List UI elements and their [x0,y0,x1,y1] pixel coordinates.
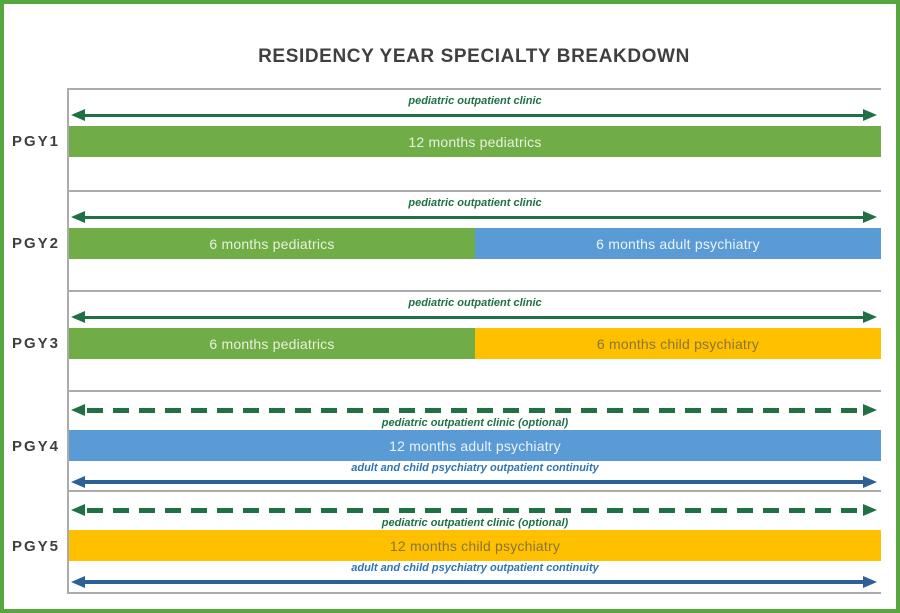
arrow-shaft [85,215,863,219]
row-label-pgy2: PGY2 [12,235,61,252]
pediatric-clinic-optional-arrow [71,504,877,516]
continuity-arrow-label: adult and child psychiatry outpatient co… [351,462,599,474]
bar-track: 12 months adult psychiatry [69,430,881,461]
bar-track: 12 months child psychiatry [69,530,881,561]
row-label-pgy3: PGY3 [12,335,61,352]
left-arrowhead-icon [71,404,85,416]
page-title: RESIDENCY YEAR SPECIALTY BREAKDOWN [258,45,690,67]
clinic-optional-arrow-label: pediatric outpatient clinic (optional) [381,417,569,429]
left-arrowhead-icon [71,476,85,488]
arrow-shaft [85,113,863,117]
bar-pediatrics-6mo: 6 months pediatrics [69,328,475,359]
left-arrowhead-icon [71,311,85,323]
right-arrowhead-icon [863,311,877,323]
left-arrowhead-icon [71,109,85,121]
bar-pediatrics-12mo: 12 months pediatrics [69,126,881,157]
bar-track: 6 months pediatrics 6 months child psych… [69,328,881,359]
clinic-arrow-label: pediatric outpatient clinic [408,197,542,209]
left-arrowhead-icon [71,576,85,588]
bar-adult-psychiatry-6mo: 6 months adult psychiatry [475,228,881,259]
chart-panel: PGY1 pediatric outpatient clinic 12 mont… [12,88,881,594]
arrow-shaft [85,580,863,584]
right-arrowhead-icon [863,109,877,121]
row-pgy3: PGY3 pediatric outpatient clinic 6 month… [12,290,881,390]
continuity-arrow [71,476,877,488]
bar-track: 12 months pediatrics [69,126,881,157]
row-label-pgy4: PGY4 [12,438,61,455]
row-pgy2: PGY2 pediatric outpatient clinic 6 month… [12,190,881,290]
pediatric-clinic-arrow [71,211,877,223]
bar-pediatrics-6mo: 6 months pediatrics [69,228,475,259]
bar-track: 6 months pediatrics 6 months adult psych… [69,228,881,259]
clinic-optional-arrow-label: pediatric outpatient clinic (optional) [381,517,569,529]
right-arrowhead-icon [863,211,877,223]
left-arrowhead-icon [71,211,85,223]
clinic-arrow-label: pediatric outpatient clinic [408,95,542,107]
continuity-arrow-label: adult and child psychiatry outpatient co… [351,562,599,574]
right-arrowhead-icon [863,404,877,416]
bar-child-psychiatry-12mo: 12 months child psychiatry [69,530,881,561]
bar-adult-psychiatry-12mo: 12 months adult psychiatry [69,430,881,461]
arrow-shaft [85,315,863,319]
continuity-arrow [71,576,877,588]
row-label-pgy5: PGY5 [12,538,61,555]
dashed-arrow-shaft [87,407,861,413]
bar-child-psychiatry-6mo: 6 months child psychiatry [475,328,881,359]
dashed-arrow-shaft [87,507,861,513]
clinic-arrow-label: pediatric outpatient clinic [408,297,542,309]
right-arrowhead-icon [863,504,877,516]
right-arrowhead-icon [863,576,877,588]
row-label-pgy1: PGY1 [12,133,61,150]
right-arrowhead-icon [863,476,877,488]
row-pgy4: PGY4 pediatric outpatient clinic (option… [12,390,881,490]
pediatric-clinic-optional-arrow [71,404,877,416]
pediatric-clinic-arrow [71,311,877,323]
row-pgy1: PGY1 pediatric outpatient clinic 12 mont… [12,88,881,190]
row-pgy5: PGY5 pediatric outpatient clinic (option… [12,490,881,594]
arrow-shaft [85,480,863,484]
left-arrowhead-icon [71,504,85,516]
pediatric-clinic-arrow [71,109,877,121]
